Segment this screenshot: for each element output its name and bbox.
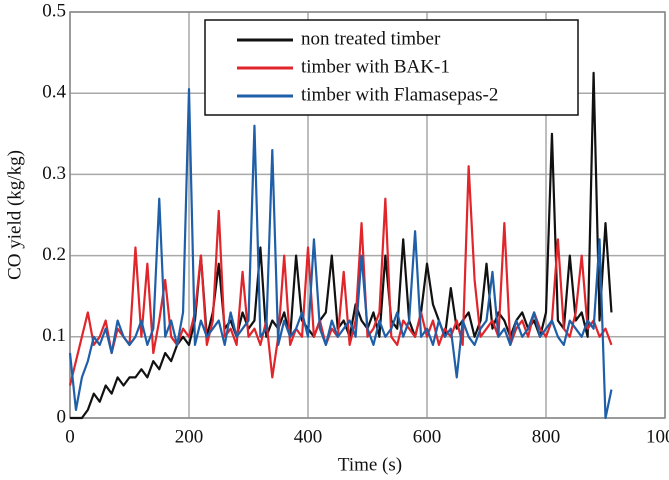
y-tick-label: 0.2 [42,244,66,265]
y-tick-label: 0.1 [42,325,66,346]
legend-label: non treated timber [301,28,441,49]
x-tick-label: 800 [532,426,561,447]
legend-label: timber with Flamasepas-2 [301,84,498,105]
data-line [68,165,613,386]
x-tick-label: 400 [294,426,323,447]
y-tick-label: 0 [57,406,67,427]
legend-label: timber with BAK-1 [301,56,450,77]
x-axis-label: Time (s) [338,454,402,475]
data-line [70,71,613,420]
x-tick-label: 0 [65,426,75,447]
y-tick-label: 0.4 [42,82,66,103]
plot-frame [69,11,666,419]
y-tick-label: 0.5 [42,0,66,21]
x-tick-label: 200 [175,426,204,447]
x-tick-label: 600 [413,426,442,447]
y-axis-label: CO yield (kg/kg) [4,150,25,280]
y-tick-label: 0.3 [42,163,66,184]
x-tick-label: 1000 [646,426,669,447]
data-line [68,88,613,420]
